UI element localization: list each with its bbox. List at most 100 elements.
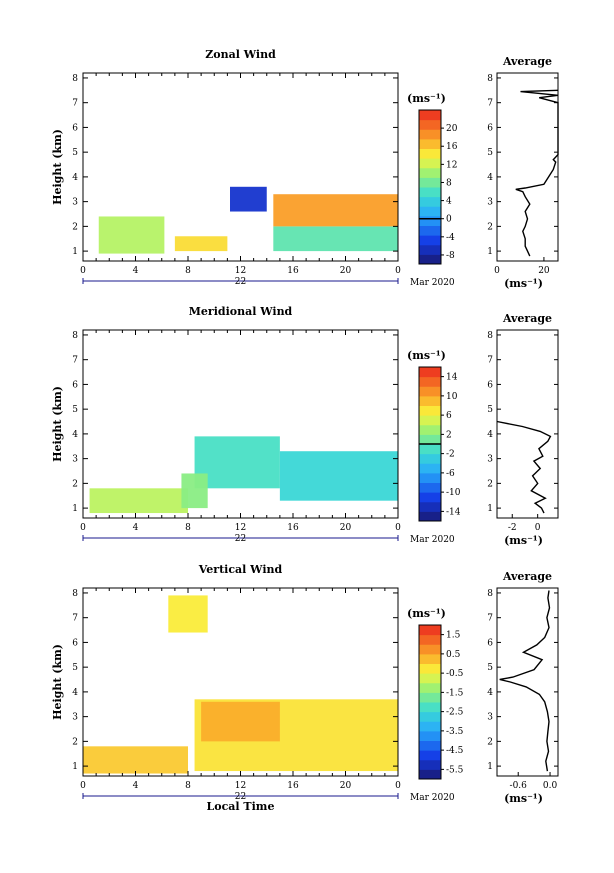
colorbar-tick-label: 10 xyxy=(446,392,458,402)
x-axis-label: Local Time xyxy=(207,800,275,813)
colorbar-segment xyxy=(419,177,441,188)
data-region-5 xyxy=(273,194,398,227)
month-year-label: Mar 2020 xyxy=(410,793,455,803)
colorbar-segment xyxy=(419,721,441,732)
average-y-tick-label: 1 xyxy=(487,762,493,772)
average-x-tick-label: 0 xyxy=(494,266,500,276)
average-y-tick-label: 4 xyxy=(487,430,493,440)
y-tick-label: 4 xyxy=(72,430,78,440)
average-x-tick-label: 20 xyxy=(538,266,550,276)
chart-title: Vertical Wind xyxy=(198,563,283,576)
colorbar-segment xyxy=(419,472,441,483)
colorbar-segment xyxy=(419,386,441,397)
colorbar-segment xyxy=(419,740,441,751)
y-tick-label: 1 xyxy=(72,762,78,772)
average-x-tick-label: 0 xyxy=(535,523,541,533)
colorbar-segment xyxy=(419,187,441,198)
colorbar-frame xyxy=(418,109,442,265)
x-tick-label: 20 xyxy=(340,266,352,276)
colorbar-tick-label: -5.5 xyxy=(446,765,464,775)
colorbar-segment xyxy=(419,682,441,693)
average-y-tick-label: 8 xyxy=(487,74,493,84)
colorbar-segment xyxy=(419,653,441,664)
date-label: 22 xyxy=(235,277,246,287)
colorbar-tick-label: 8 xyxy=(446,178,452,188)
y-axis-label: Height (km) xyxy=(51,386,64,462)
colorbar-tick-label: 0 xyxy=(446,215,452,225)
colorbar-segment xyxy=(419,463,441,474)
y-tick-label: 8 xyxy=(72,74,78,84)
average-y-tick-label: 6 xyxy=(487,380,493,390)
data-region-4 xyxy=(181,473,208,509)
average-y-tick-label: 8 xyxy=(487,589,493,599)
colorbar-tick-label: -1.5 xyxy=(446,688,464,698)
average-y-tick-label: 2 xyxy=(487,737,493,747)
colorbar-segment xyxy=(419,625,441,636)
x-tick-label: 0 xyxy=(395,781,401,791)
colorbar-segment xyxy=(419,196,441,207)
y-tick-label: 7 xyxy=(72,99,78,109)
average-y-tick-label: 1 xyxy=(487,247,493,257)
average-y-tick-label: 7 xyxy=(487,99,493,109)
colorbar-tick-label: -2.5 xyxy=(446,708,464,718)
average-y-tick-label: 8 xyxy=(487,331,493,341)
average-x-tick-label: 0.0 xyxy=(543,781,558,791)
colorbar-segment xyxy=(419,395,441,406)
y-axis-label: Height (km) xyxy=(51,129,64,205)
y-tick-label: 1 xyxy=(72,504,78,514)
average-frame xyxy=(496,329,559,519)
x-tick-label: 16 xyxy=(287,266,299,276)
colorbar-segment xyxy=(419,235,441,246)
y-tick-label: 2 xyxy=(72,222,78,232)
colorbar-segment xyxy=(419,167,441,178)
average-frame xyxy=(496,587,559,777)
average-y-tick-label: 3 xyxy=(487,713,493,723)
average-y-tick-label: 5 xyxy=(487,148,493,158)
average-y-tick-label: 2 xyxy=(487,222,493,232)
y-tick-label: 7 xyxy=(72,356,78,366)
colorbar-segment xyxy=(419,673,441,684)
average-x-axis-label: (ms⁻¹) xyxy=(504,277,543,290)
colorbar-segment xyxy=(419,644,441,655)
x-tick-label: 4 xyxy=(133,781,139,791)
colorbar-segment xyxy=(419,444,441,455)
colorbar-segment xyxy=(419,215,441,226)
colorbar-tick-label: -14 xyxy=(446,507,461,517)
y-tick-label: 7 xyxy=(72,614,78,624)
x-tick-label: 8 xyxy=(185,266,191,276)
x-tick-label: 12 xyxy=(235,523,246,533)
y-tick-label: 4 xyxy=(72,173,78,183)
x-tick-label: 12 xyxy=(235,266,246,276)
y-tick-label: 5 xyxy=(72,663,78,673)
colorbar-segment xyxy=(419,750,441,761)
colorbar-tick-label: 20 xyxy=(446,124,458,134)
colorbar-segment xyxy=(419,434,441,445)
x-tick-label: 0 xyxy=(80,523,86,533)
data-region-1 xyxy=(83,746,188,774)
chart-title: Zonal Wind xyxy=(205,48,276,61)
average-y-tick-label: 2 xyxy=(487,479,493,489)
colorbar-segment xyxy=(419,663,441,674)
y-tick-label: 3 xyxy=(72,455,78,465)
colorbar-tick-label: -10 xyxy=(446,488,461,498)
average-x-axis-label: (ms⁻¹) xyxy=(504,792,543,805)
x-tick-label: 4 xyxy=(133,266,139,276)
y-tick-label: 3 xyxy=(72,713,78,723)
data-region-1 xyxy=(89,488,188,514)
average-title: Average xyxy=(502,312,552,325)
colorbar-segment xyxy=(419,129,441,140)
colorbar-segment xyxy=(419,138,441,149)
colorbar-segment xyxy=(419,405,441,416)
y-tick-label: 8 xyxy=(72,331,78,341)
colorbar-unit: (ms⁻¹) xyxy=(407,349,446,362)
data-region-4 xyxy=(168,595,208,633)
average-frame xyxy=(496,72,559,262)
average-y-tick-label: 4 xyxy=(487,173,493,183)
colorbar-segment xyxy=(419,415,441,426)
date-label: 22 xyxy=(235,534,246,544)
x-tick-label: 20 xyxy=(340,523,352,533)
colorbar-tick-label: 1.5 xyxy=(446,631,461,641)
